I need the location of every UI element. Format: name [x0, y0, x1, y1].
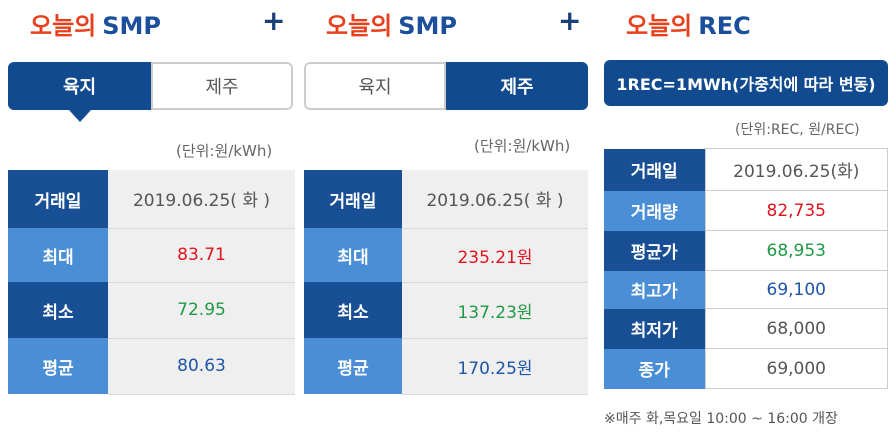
row-label: 평균가: [604, 230, 705, 271]
row-value: 2019.06.25( 화 ): [108, 170, 295, 229]
unit-label-3: (단위:REC, 원/REC): [735, 122, 860, 138]
row-value: 80.63: [108, 338, 295, 395]
row-value: 69,100: [704, 270, 888, 309]
title-suffix: REC: [698, 12, 751, 40]
smp-title-1: 오늘의 SMP: [30, 6, 161, 41]
row-value: 69,000: [704, 348, 888, 389]
rec-title: 오늘의 REC: [626, 6, 751, 41]
title-suffix: SMP: [102, 12, 162, 40]
rec-info-banner: 1REC=1MWh(가중치에 따라 변동): [604, 60, 888, 106]
row-label: 최소: [304, 282, 402, 338]
plus-icon: +: [558, 4, 582, 37]
row-label: 최저가: [604, 308, 705, 349]
tab-land[interactable]: 육지: [304, 62, 446, 110]
row-label: 최소: [8, 282, 108, 338]
table-row: 최대 235.21원: [304, 228, 588, 283]
table-row: 거래일 2019.06.25( 화 ): [8, 170, 295, 229]
table-row: 최저가 68,000: [604, 308, 888, 349]
smp-table-1: 거래일 2019.06.25( 화 ) 최대 83.71 최소 72.95 평균…: [8, 170, 295, 395]
row-label: 종가: [604, 348, 705, 389]
table-row: 평균 170.25원: [304, 338, 588, 395]
row-label: 거래일: [8, 170, 108, 228]
table-row: 평균가 68,953: [604, 230, 888, 271]
row-value: 82,735: [704, 190, 888, 231]
row-label: 평균: [8, 338, 108, 394]
rec-table: 거래일 2019.06.25(화) 거래량 82,735 평균가 68,953 …: [604, 148, 888, 389]
row-label: 최대: [8, 228, 108, 282]
row-value: 170.25원: [402, 338, 588, 395]
row-value: 68,000: [704, 308, 888, 349]
row-value: 83.71: [108, 228, 295, 283]
row-value: 2019.06.25(화): [704, 148, 888, 191]
row-label: 평균: [304, 338, 402, 394]
table-row: 최고가 69,100: [604, 270, 888, 309]
title-prefix: 오늘의: [626, 12, 693, 40]
smp-tabs-2: 육지 제주: [304, 62, 588, 110]
tab-land[interactable]: 육지: [8, 62, 151, 110]
title-suffix: SMP: [398, 12, 458, 40]
table-row: 종가 69,000: [604, 348, 888, 389]
table-row: 최소 72.95: [8, 282, 295, 339]
table-row: 평균 80.63: [8, 338, 295, 395]
smp-tabs-1: 육지 제주: [8, 62, 293, 110]
tab-jeju[interactable]: 제주: [151, 62, 293, 110]
row-value: 68,953: [704, 230, 888, 271]
row-value: 72.95: [108, 282, 295, 339]
table-row: 최소 137.23원: [304, 282, 588, 339]
row-value: 235.21원: [402, 228, 588, 283]
row-value: 137.23원: [402, 282, 588, 339]
row-value: 2019.06.25( 화 ): [402, 170, 588, 229]
table-row: 거래량 82,735: [604, 190, 888, 231]
row-label: 거래일: [604, 148, 705, 191]
row-label: 거래일: [304, 170, 402, 228]
table-row: 최대 83.71: [8, 228, 295, 283]
smp-title-2: 오늘의 SMP: [326, 6, 457, 41]
title-prefix: 오늘의: [326, 12, 393, 40]
plus-icon: +: [262, 4, 286, 37]
table-row: 거래일 2019.06.25(화): [604, 148, 888, 191]
unit-label-2: (단위:원/kWh): [474, 137, 571, 155]
tab-jeju[interactable]: 제주: [446, 62, 588, 110]
active-tab-pointer: [69, 110, 91, 122]
row-label: 최고가: [604, 270, 705, 309]
table-row: 거래일 2019.06.25( 화 ): [304, 170, 588, 229]
market-hours-note: ※매주 화,목요일 10:00 ~ 16:00 개장: [604, 411, 838, 427]
title-prefix: 오늘의: [30, 12, 97, 40]
smp-table-2: 거래일 2019.06.25( 화 ) 최대 235.21원 최소 137.23…: [304, 170, 588, 395]
unit-label-1: (단위:원/kWh): [176, 142, 273, 160]
row-label: 최대: [304, 228, 402, 282]
row-label: 거래량: [604, 190, 705, 231]
